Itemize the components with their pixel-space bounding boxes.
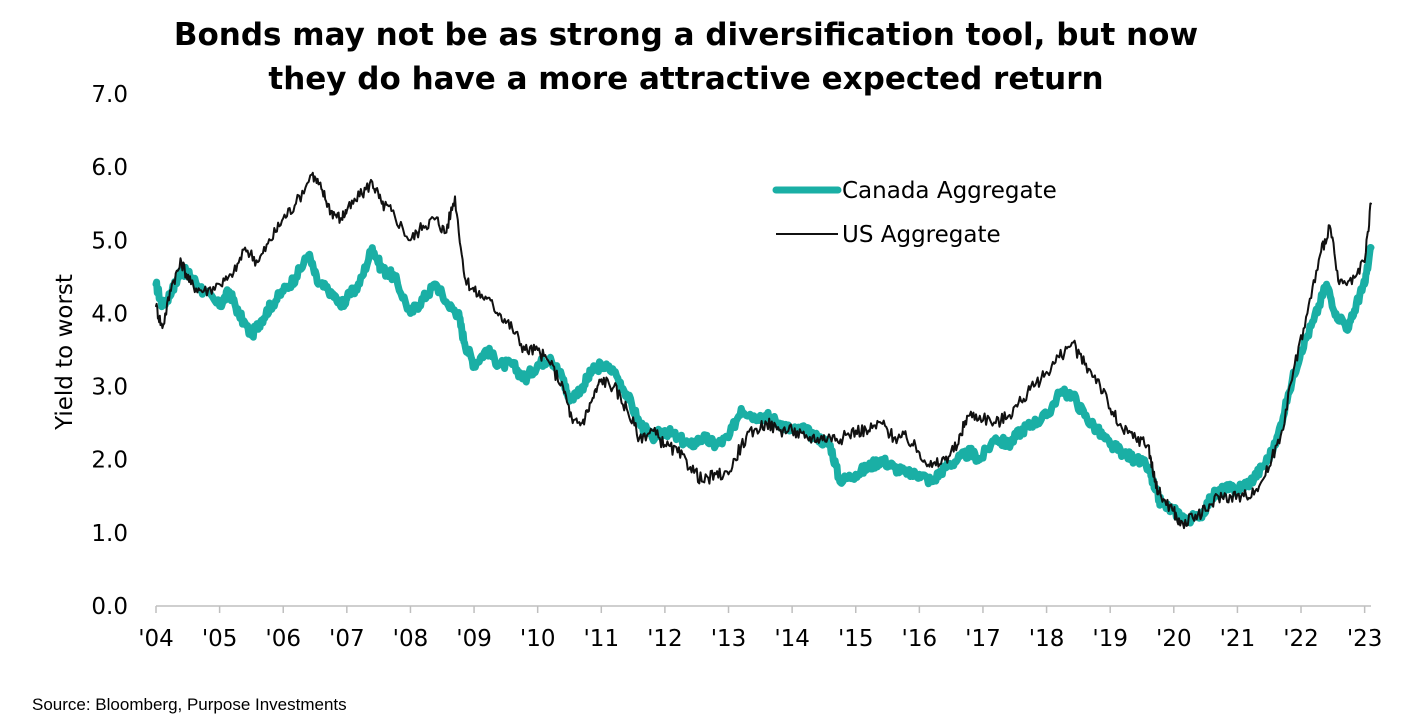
legend: Canada Aggregate US Aggregate <box>772 178 1057 248</box>
y-tick-label-5: 5.0 <box>91 228 128 254</box>
x-axis: '04 '05 '06 '07 '08 '09 '10 '11 '12 '13 '14 '15 '16 '… <box>138 605 1383 652</box>
series-layer <box>152 171 1375 530</box>
x-tick-label-21: '21 <box>1220 626 1256 652</box>
x-tick-label-09: '09 <box>456 626 492 652</box>
x-tick-label-12: '12 <box>647 626 683 652</box>
x-tick-label-13: '13 <box>711 626 747 652</box>
series-line-canada-aggregate <box>152 244 1375 527</box>
x-tick-label-11: '11 <box>583 626 619 652</box>
x-tick-label-16: '16 <box>902 626 938 652</box>
chart-title-line-1: Bonds may not be as strong a diversifica… <box>174 17 1198 53</box>
y-tick-label-1: 1.0 <box>91 521 128 547</box>
chart-title-line-2: they do have a more attractive expected … <box>268 61 1103 97</box>
x-tick-label-04: '04 <box>138 626 174 652</box>
y-tick-label-2: 2.0 <box>91 448 128 474</box>
y-tick-label-7: 7.0 <box>91 82 128 108</box>
y-tick-label-0: 0.0 <box>91 594 128 620</box>
x-tick-label-07: '07 <box>329 626 365 652</box>
x-tick-label-23: '23 <box>1347 626 1383 652</box>
x-tick-label-17: '17 <box>965 626 1001 652</box>
y-tick-label-4: 4.0 <box>91 301 128 327</box>
y-tick-label-6: 6.0 <box>91 155 128 181</box>
x-tick-label-05: '05 <box>202 626 238 652</box>
x-tick-label-18: '18 <box>1029 626 1065 652</box>
x-tick-label-15: '15 <box>838 626 874 652</box>
x-tick-label-22: '22 <box>1283 626 1319 652</box>
y-axis-title: Yield to worst <box>52 274 78 431</box>
x-tick-label-08: '08 <box>393 626 429 652</box>
legend-label-us-aggregate: US Aggregate <box>842 222 1001 248</box>
series-line-us-aggregate <box>155 171 1372 530</box>
y-tick-label-3: 3.0 <box>91 375 128 401</box>
x-tick-label-19: '19 <box>1092 626 1128 652</box>
x-tick-label-14: '14 <box>774 626 810 652</box>
x-tick-label-10: '10 <box>520 626 556 652</box>
y-axis-ticks: 0.0 1.0 2.0 3.0 4.0 5.0 6.0 7.0 <box>91 82 128 620</box>
chart-title: Bonds may not be as strong a diversifica… <box>174 17 1198 97</box>
legend-label-canada-aggregate: Canada Aggregate <box>842 178 1057 204</box>
x-tick-label-20: '20 <box>1156 626 1192 652</box>
x-tick-label-06: '06 <box>265 626 301 652</box>
source-note: Source: Bloomberg, Purpose Investments <box>32 695 347 714</box>
